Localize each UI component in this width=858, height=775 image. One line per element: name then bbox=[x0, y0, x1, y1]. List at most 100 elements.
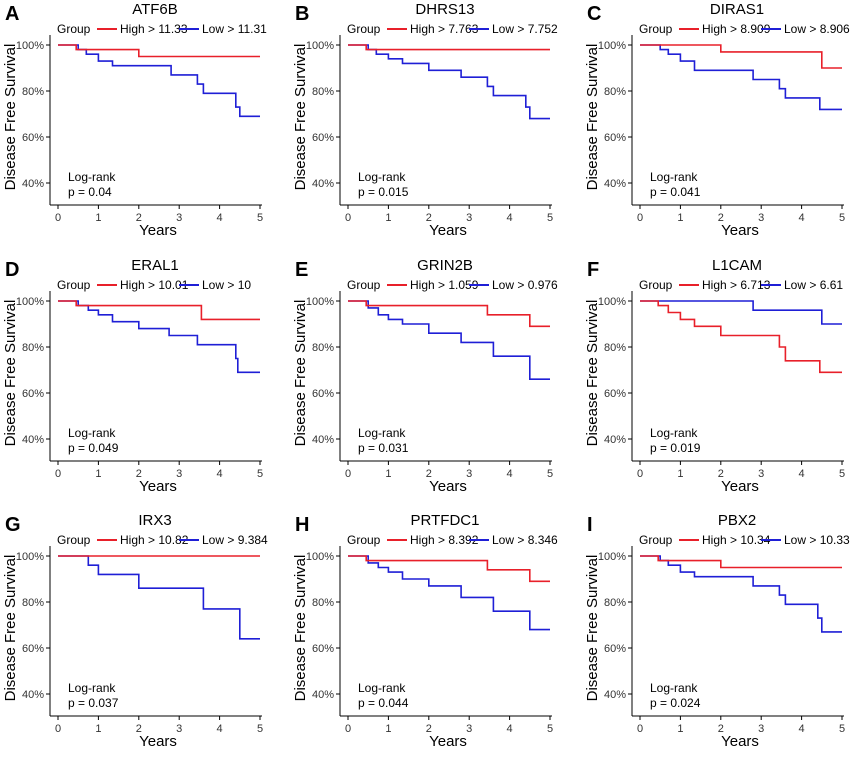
x-tick-label: 0 bbox=[55, 212, 61, 224]
x-axis-title: Years bbox=[721, 222, 759, 239]
panel-letter: H bbox=[295, 514, 309, 536]
survival-curve-high bbox=[640, 44, 842, 69]
x-tick-label: 5 bbox=[547, 723, 553, 735]
x-tick-label: 2 bbox=[136, 212, 142, 224]
legend-high-label: High > 6.713 bbox=[702, 278, 771, 292]
km-panel-a: A ATF6B Group High > 11.33 Low > 11.31 40% 60%… bbox=[2, 1, 267, 239]
x-tick-label: 3 bbox=[758, 468, 764, 480]
survival-curve-low bbox=[640, 44, 842, 111]
logrank-label: Log-rank bbox=[650, 426, 698, 440]
logrank-pvalue: p = 0.044 bbox=[358, 696, 409, 710]
legend-title: Group bbox=[639, 533, 673, 547]
legend-high-label: High > 1.059 bbox=[410, 278, 479, 292]
y-axis-title: Disease Free Survival bbox=[292, 555, 309, 702]
plot-title: ERAL1 bbox=[131, 257, 179, 274]
x-tick-label: 3 bbox=[176, 468, 182, 480]
y-tick-label: 40% bbox=[604, 434, 626, 446]
y-tick-label: 40% bbox=[22, 178, 44, 190]
legend-title: Group bbox=[347, 22, 381, 36]
x-tick-label: 2 bbox=[136, 723, 142, 735]
x-tick-label: 0 bbox=[637, 468, 643, 480]
y-axis-title: Disease Free Survival bbox=[292, 44, 309, 191]
x-tick-label: 1 bbox=[677, 468, 683, 480]
survival-curve-high bbox=[58, 44, 260, 58]
y-tick-label: 60% bbox=[312, 388, 334, 400]
x-tick-label: 2 bbox=[426, 468, 432, 480]
x-axis-title: Years bbox=[139, 733, 177, 750]
legend-title: Group bbox=[57, 22, 91, 36]
legend-low-label: Low > 11.31 bbox=[202, 22, 267, 36]
x-tick-label: 4 bbox=[507, 723, 513, 735]
survival-curve-high bbox=[640, 300, 842, 374]
km-panel-i: I PBX2 Group High > 10.34 Low > 10.33 40% 60% 8… bbox=[584, 512, 850, 750]
x-tick-label: 3 bbox=[176, 212, 182, 224]
km-panel-e: E GRIN2B Group High > 1.059 Low > 0.976 40% 60… bbox=[292, 257, 558, 495]
x-tick-label: 1 bbox=[95, 723, 101, 735]
panel-letter: I bbox=[587, 514, 593, 536]
x-tick-label: 0 bbox=[345, 723, 351, 735]
logrank-label: Log-rank bbox=[68, 426, 116, 440]
y-tick-label: 40% bbox=[604, 178, 626, 190]
y-tick-label: 40% bbox=[22, 689, 44, 701]
x-axis-title: Years bbox=[429, 733, 467, 750]
x-tick-label: 2 bbox=[718, 723, 724, 735]
x-axis-title: Years bbox=[139, 478, 177, 495]
legend-low-label: Low > 6.61 bbox=[784, 278, 843, 292]
x-tick-label: 2 bbox=[718, 212, 724, 224]
y-tick-label: 80% bbox=[22, 597, 44, 609]
plot-title: DHRS13 bbox=[415, 1, 474, 18]
x-tick-label: 2 bbox=[718, 468, 724, 480]
plot-title: PRTFDC1 bbox=[411, 512, 480, 529]
x-tick-label: 2 bbox=[426, 212, 432, 224]
logrank-pvalue: p = 0.031 bbox=[358, 441, 409, 455]
x-tick-label: 3 bbox=[176, 723, 182, 735]
legend-title: Group bbox=[347, 533, 381, 547]
panel-letter: G bbox=[5, 514, 21, 536]
y-tick-label: 100% bbox=[16, 551, 44, 563]
survival-curve-low bbox=[348, 555, 550, 631]
panel-letter: F bbox=[587, 259, 599, 281]
legend-high-label: High > 10.34 bbox=[702, 533, 771, 547]
logrank-label: Log-rank bbox=[358, 170, 406, 184]
legend-low-label: Low > 10.33 bbox=[784, 533, 850, 547]
logrank-pvalue: p = 0.04 bbox=[68, 185, 112, 199]
y-tick-label: 100% bbox=[306, 296, 334, 308]
y-tick-label: 80% bbox=[604, 597, 626, 609]
logrank-label: Log-rank bbox=[650, 681, 698, 695]
y-axis-title: Disease Free Survival bbox=[584, 44, 601, 191]
plot-title: IRX3 bbox=[138, 512, 171, 529]
y-tick-label: 40% bbox=[312, 689, 334, 701]
y-axis-title: Disease Free Survival bbox=[2, 300, 19, 447]
panel-letter: C bbox=[587, 3, 601, 25]
survival-curve-low bbox=[58, 44, 260, 118]
y-tick-label: 80% bbox=[604, 86, 626, 98]
x-tick-label: 0 bbox=[55, 723, 61, 735]
logrank-label: Log-rank bbox=[358, 681, 406, 695]
x-tick-label: 5 bbox=[839, 723, 845, 735]
panel-letter: B bbox=[295, 3, 309, 25]
x-tick-label: 5 bbox=[257, 468, 263, 480]
x-tick-label: 0 bbox=[637, 723, 643, 735]
plot-title: PBX2 bbox=[718, 512, 756, 529]
x-tick-label: 0 bbox=[55, 468, 61, 480]
legend-high-label: High > 10.82 bbox=[120, 533, 189, 547]
logrank-pvalue: p = 0.037 bbox=[68, 696, 119, 710]
legend-title: Group bbox=[639, 22, 673, 36]
x-tick-label: 1 bbox=[385, 212, 391, 224]
x-axis-title: Years bbox=[429, 222, 467, 239]
legend-low-label: Low > 8.346 bbox=[492, 533, 558, 547]
y-tick-label: 40% bbox=[604, 689, 626, 701]
logrank-pvalue: p = 0.049 bbox=[68, 441, 119, 455]
survival-curve-low bbox=[58, 555, 260, 640]
legend-title: Group bbox=[347, 278, 381, 292]
x-tick-label: 1 bbox=[95, 468, 101, 480]
logrank-pvalue: p = 0.019 bbox=[650, 441, 701, 455]
x-tick-label: 1 bbox=[677, 212, 683, 224]
x-axis-title: Years bbox=[429, 478, 467, 495]
panel-letter: A bbox=[5, 3, 19, 25]
x-tick-label: 3 bbox=[466, 212, 472, 224]
x-tick-label: 4 bbox=[217, 723, 223, 735]
y-axis-title: Disease Free Survival bbox=[584, 555, 601, 702]
y-axis-title: Disease Free Survival bbox=[2, 555, 19, 702]
